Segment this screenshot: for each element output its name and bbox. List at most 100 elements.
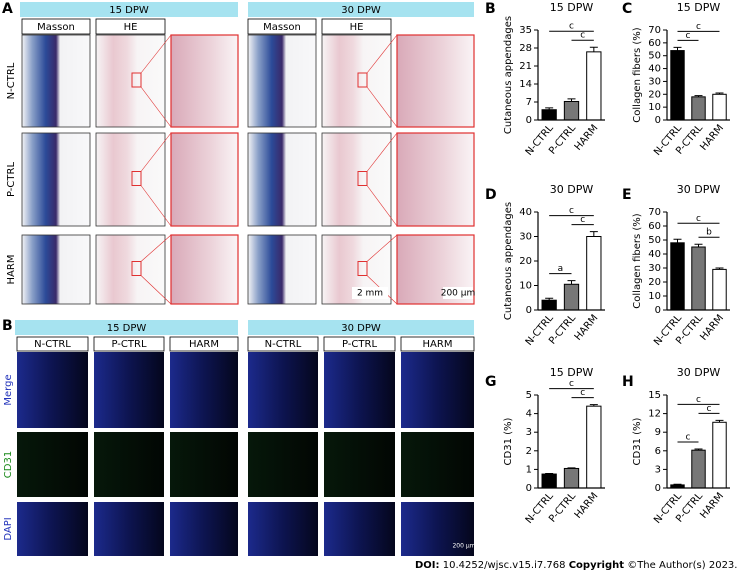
histology-image <box>95 234 166 305</box>
y-tick-label: 60 <box>648 38 661 49</box>
x-tick-label: HARM <box>698 313 726 343</box>
x-tick-label: HARM <box>573 123 601 153</box>
column-label: HARM <box>189 339 219 350</box>
bar <box>541 299 557 311</box>
column-label: HE <box>350 22 364 33</box>
row-label: CD31 <box>3 451 14 478</box>
column-label: P-CTRL <box>342 339 377 350</box>
bar <box>586 236 602 311</box>
row-label: N-CTRL <box>6 62 17 99</box>
zoom-box <box>357 261 368 276</box>
bar <box>586 405 602 489</box>
y-tick-label: 0 <box>655 305 661 316</box>
significance-label: c <box>707 404 712 414</box>
doi-label: DOI: <box>415 560 440 571</box>
fluorescence-image <box>170 352 238 428</box>
column-header <box>95 18 166 35</box>
error-bar <box>545 297 554 301</box>
bar <box>712 93 727 121</box>
column-header <box>323 336 396 352</box>
panel-letter: H <box>622 374 634 390</box>
x-tick-label: HARM <box>573 491 601 521</box>
histology-image <box>21 234 91 305</box>
bar <box>691 246 706 311</box>
significance-label: b <box>706 228 712 238</box>
x-tick-label: HARM <box>573 313 601 343</box>
bar <box>712 268 727 311</box>
group-header <box>20 2 238 17</box>
error-bar <box>694 243 703 247</box>
zoom-line <box>366 185 398 227</box>
panel-letter: G <box>485 374 497 390</box>
histology-image <box>170 234 239 305</box>
zoom-line <box>140 185 172 227</box>
fluorescence-image <box>17 502 88 556</box>
row-label: DAPI <box>3 517 14 540</box>
bar <box>563 283 580 311</box>
significance-label: c <box>569 22 574 32</box>
y-tick-label: 7 <box>526 97 532 108</box>
fluorescence-image <box>248 432 318 497</box>
chart-title: 30 DPW <box>677 366 721 379</box>
y-axis-label: CD31 (%) <box>503 417 514 465</box>
y-tick-label: 40 <box>648 64 661 75</box>
row-label: HARM <box>6 255 17 285</box>
group-label: 30 DPW <box>341 323 381 334</box>
error-bar <box>715 92 724 95</box>
chart-title: 30 DPW <box>550 183 594 196</box>
panel-letter: C <box>622 1 632 17</box>
column-label: N-CTRL <box>265 339 302 350</box>
zoom-line <box>140 34 172 74</box>
bar <box>563 100 580 121</box>
column-header <box>21 18 91 35</box>
y-axis-label: Collagen fibers (%) <box>632 213 643 309</box>
histology-image <box>396 132 475 227</box>
y-tick-label: 50 <box>648 235 661 246</box>
error-bar <box>715 267 724 270</box>
fluorescence-image <box>401 502 474 556</box>
histology-image <box>321 132 392 227</box>
zoom-line <box>366 132 398 172</box>
column-label: Masson <box>263 22 301 33</box>
error-bar <box>567 98 576 102</box>
y-tick-label: 30 <box>519 232 532 243</box>
row-label: P-CTRL <box>6 162 17 197</box>
significance-label: c <box>569 206 574 216</box>
significance-label: c <box>696 395 701 405</box>
y-tick-label: 0 <box>655 115 661 126</box>
y-tick-label: 60 <box>648 221 661 232</box>
y-tick-label: 21 <box>519 61 532 72</box>
chart-title: 30 DPW <box>677 183 721 196</box>
bar <box>670 50 685 121</box>
y-tick-label: 12 <box>648 409 661 420</box>
bar <box>712 421 727 489</box>
fluorescence-image <box>17 432 88 497</box>
fluorescence-image <box>94 352 164 428</box>
group-header <box>248 320 474 335</box>
zoom-box <box>131 72 142 88</box>
histology-image <box>21 132 91 227</box>
y-tick-label: 5 <box>526 390 532 401</box>
column-header <box>169 336 239 352</box>
y-tick-label: 6 <box>655 446 661 457</box>
histology-image <box>170 34 239 128</box>
fluorescence-image <box>401 432 474 497</box>
panel-letter: B <box>485 1 496 17</box>
doi: 10.4252/wjsc.v15.i7.768 <box>443 560 566 571</box>
zoom-box <box>131 171 142 186</box>
column-label: Masson <box>37 22 75 33</box>
column-header <box>321 18 392 35</box>
column-header <box>400 336 475 352</box>
error-bar <box>715 419 724 423</box>
histology-image <box>95 132 166 227</box>
error-bar <box>673 46 682 51</box>
column-header <box>247 336 319 352</box>
x-tick-label: HARM <box>698 123 726 153</box>
significance-label: c <box>686 31 691 41</box>
error-bar <box>589 46 598 52</box>
zoom-line <box>140 132 172 172</box>
y-tick-label: 2 <box>526 446 532 457</box>
y-tick-label: 70 <box>648 207 661 218</box>
